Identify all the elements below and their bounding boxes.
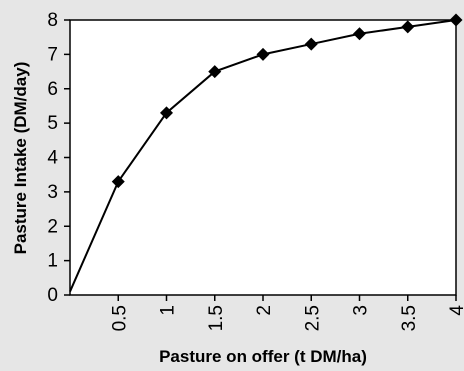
x-tick-label: 3 bbox=[351, 305, 372, 316]
y-tick-label: 0 bbox=[47, 285, 58, 306]
series-layer bbox=[69, 13, 463, 292]
y-tick-label: 4 bbox=[47, 148, 58, 169]
y-tick-label: 6 bbox=[47, 79, 58, 100]
y-axis-ticks: 0 1 2 3 4 5 6 7 8 bbox=[47, 10, 70, 306]
x-tick-label: 1 bbox=[158, 305, 179, 316]
y-tick-label: 1 bbox=[47, 251, 58, 272]
x-tick-label: 1.5 bbox=[206, 305, 227, 331]
x-tick-label: 3.5 bbox=[399, 305, 420, 331]
y-tick-label: 5 bbox=[47, 113, 58, 134]
data-point-marker bbox=[160, 106, 173, 120]
x-tick-label: 4 bbox=[447, 305, 464, 316]
data-point-marker bbox=[304, 37, 318, 51]
data-point-marker bbox=[449, 13, 463, 27]
y-tick-label: 8 bbox=[47, 10, 58, 31]
data-point-marker bbox=[401, 20, 415, 34]
y-axis-title: Pasture Intake (DM/day) bbox=[11, 62, 30, 255]
x-tick-label: 2.5 bbox=[302, 305, 323, 331]
data-point-marker bbox=[256, 47, 270, 61]
data-point-marker bbox=[111, 175, 125, 189]
x-axis-title: Pasture on offer (t DM/ha) bbox=[159, 347, 367, 366]
x-tick-label: 2 bbox=[254, 305, 275, 316]
y-tick-label: 7 bbox=[47, 44, 58, 65]
y-tick-label: 3 bbox=[47, 182, 58, 203]
x-axis-ticks: 0.5 1 1.5 2 2.5 3 3.5 4 bbox=[109, 295, 464, 331]
plot-area bbox=[69, 19, 457, 296]
x-tick-label: 0.5 bbox=[109, 305, 130, 331]
y-tick-label: 2 bbox=[47, 216, 58, 237]
data-point-marker bbox=[208, 65, 222, 79]
data-point-marker bbox=[353, 27, 366, 41]
